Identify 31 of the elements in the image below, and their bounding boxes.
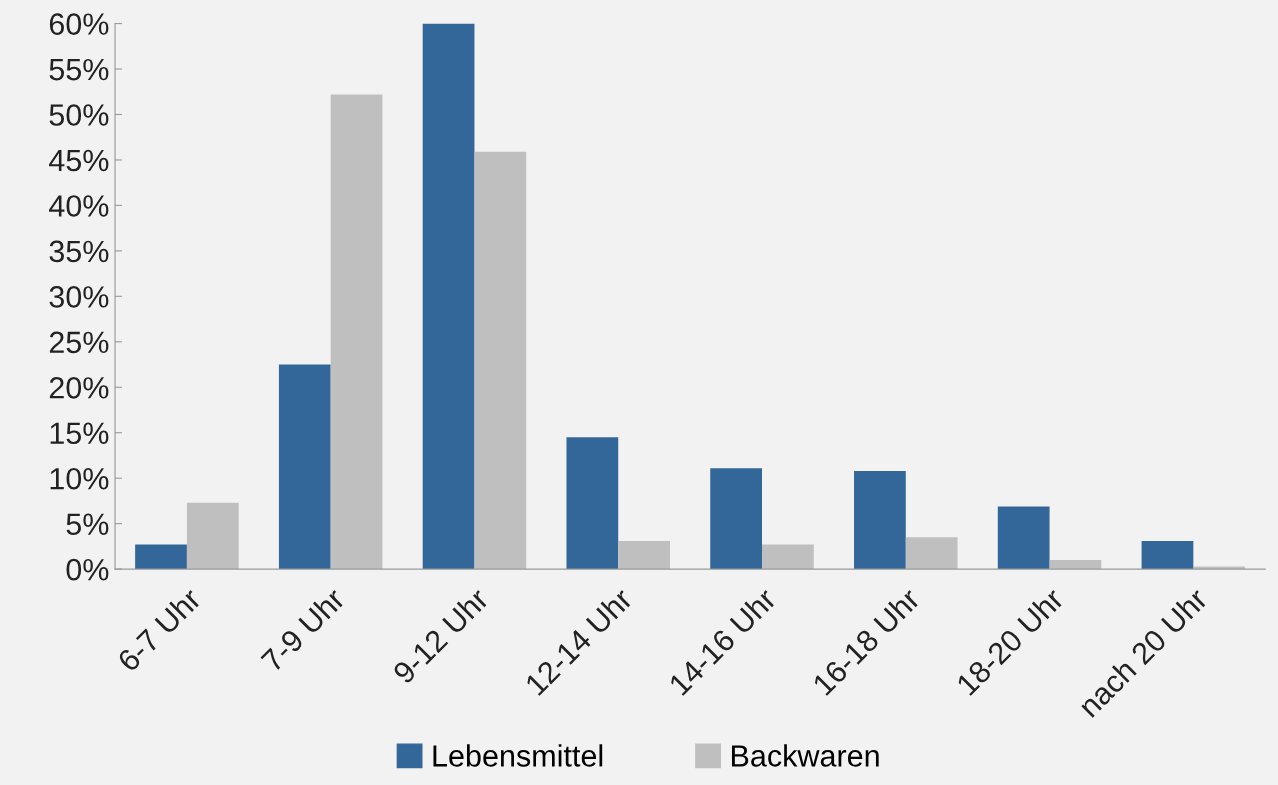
- bar: [905, 537, 958, 570]
- bar: [186, 502, 239, 570]
- bar: [854, 470, 906, 570]
- y-tick-label: 15%: [50, 422, 109, 445]
- y-tick-label: 20%: [49, 377, 109, 399]
- y-tick-label: 60%: [49, 13, 109, 35]
- bar: [135, 544, 187, 570]
- y-tick-label: 0%: [66, 558, 109, 581]
- bar: [997, 506, 1050, 570]
- bar: [474, 151, 527, 570]
- bar: [762, 544, 814, 570]
- y-tick-label: 55%: [49, 58, 109, 81]
- legend-label: Lebensmittel: [433, 744, 603, 767]
- y-tick-label: 5%: [66, 513, 109, 536]
- y-tick-label: 25%: [49, 331, 109, 354]
- y-tick-label: 40%: [49, 195, 109, 217]
- bar: [710, 468, 763, 570]
- bar: [1141, 540, 1194, 570]
- y-tick-label: 35%: [49, 240, 109, 263]
- bar: [278, 364, 331, 570]
- x-tick-label: 6-7 Uhr: [115, 586, 203, 673]
- legend-label: Backwaren: [732, 744, 879, 767]
- bar: [618, 540, 670, 570]
- x-tick-label: 7-9 Uhr: [259, 586, 347, 673]
- y-tick-label: 30%: [49, 286, 109, 308]
- bar: [330, 94, 383, 570]
- y-tick-label: 45%: [49, 149, 109, 172]
- bar: [566, 437, 619, 570]
- y-tick-label: 50%: [49, 104, 109, 126]
- bar: [422, 23, 475, 570]
- y-tick-label: 10%: [50, 467, 109, 490]
